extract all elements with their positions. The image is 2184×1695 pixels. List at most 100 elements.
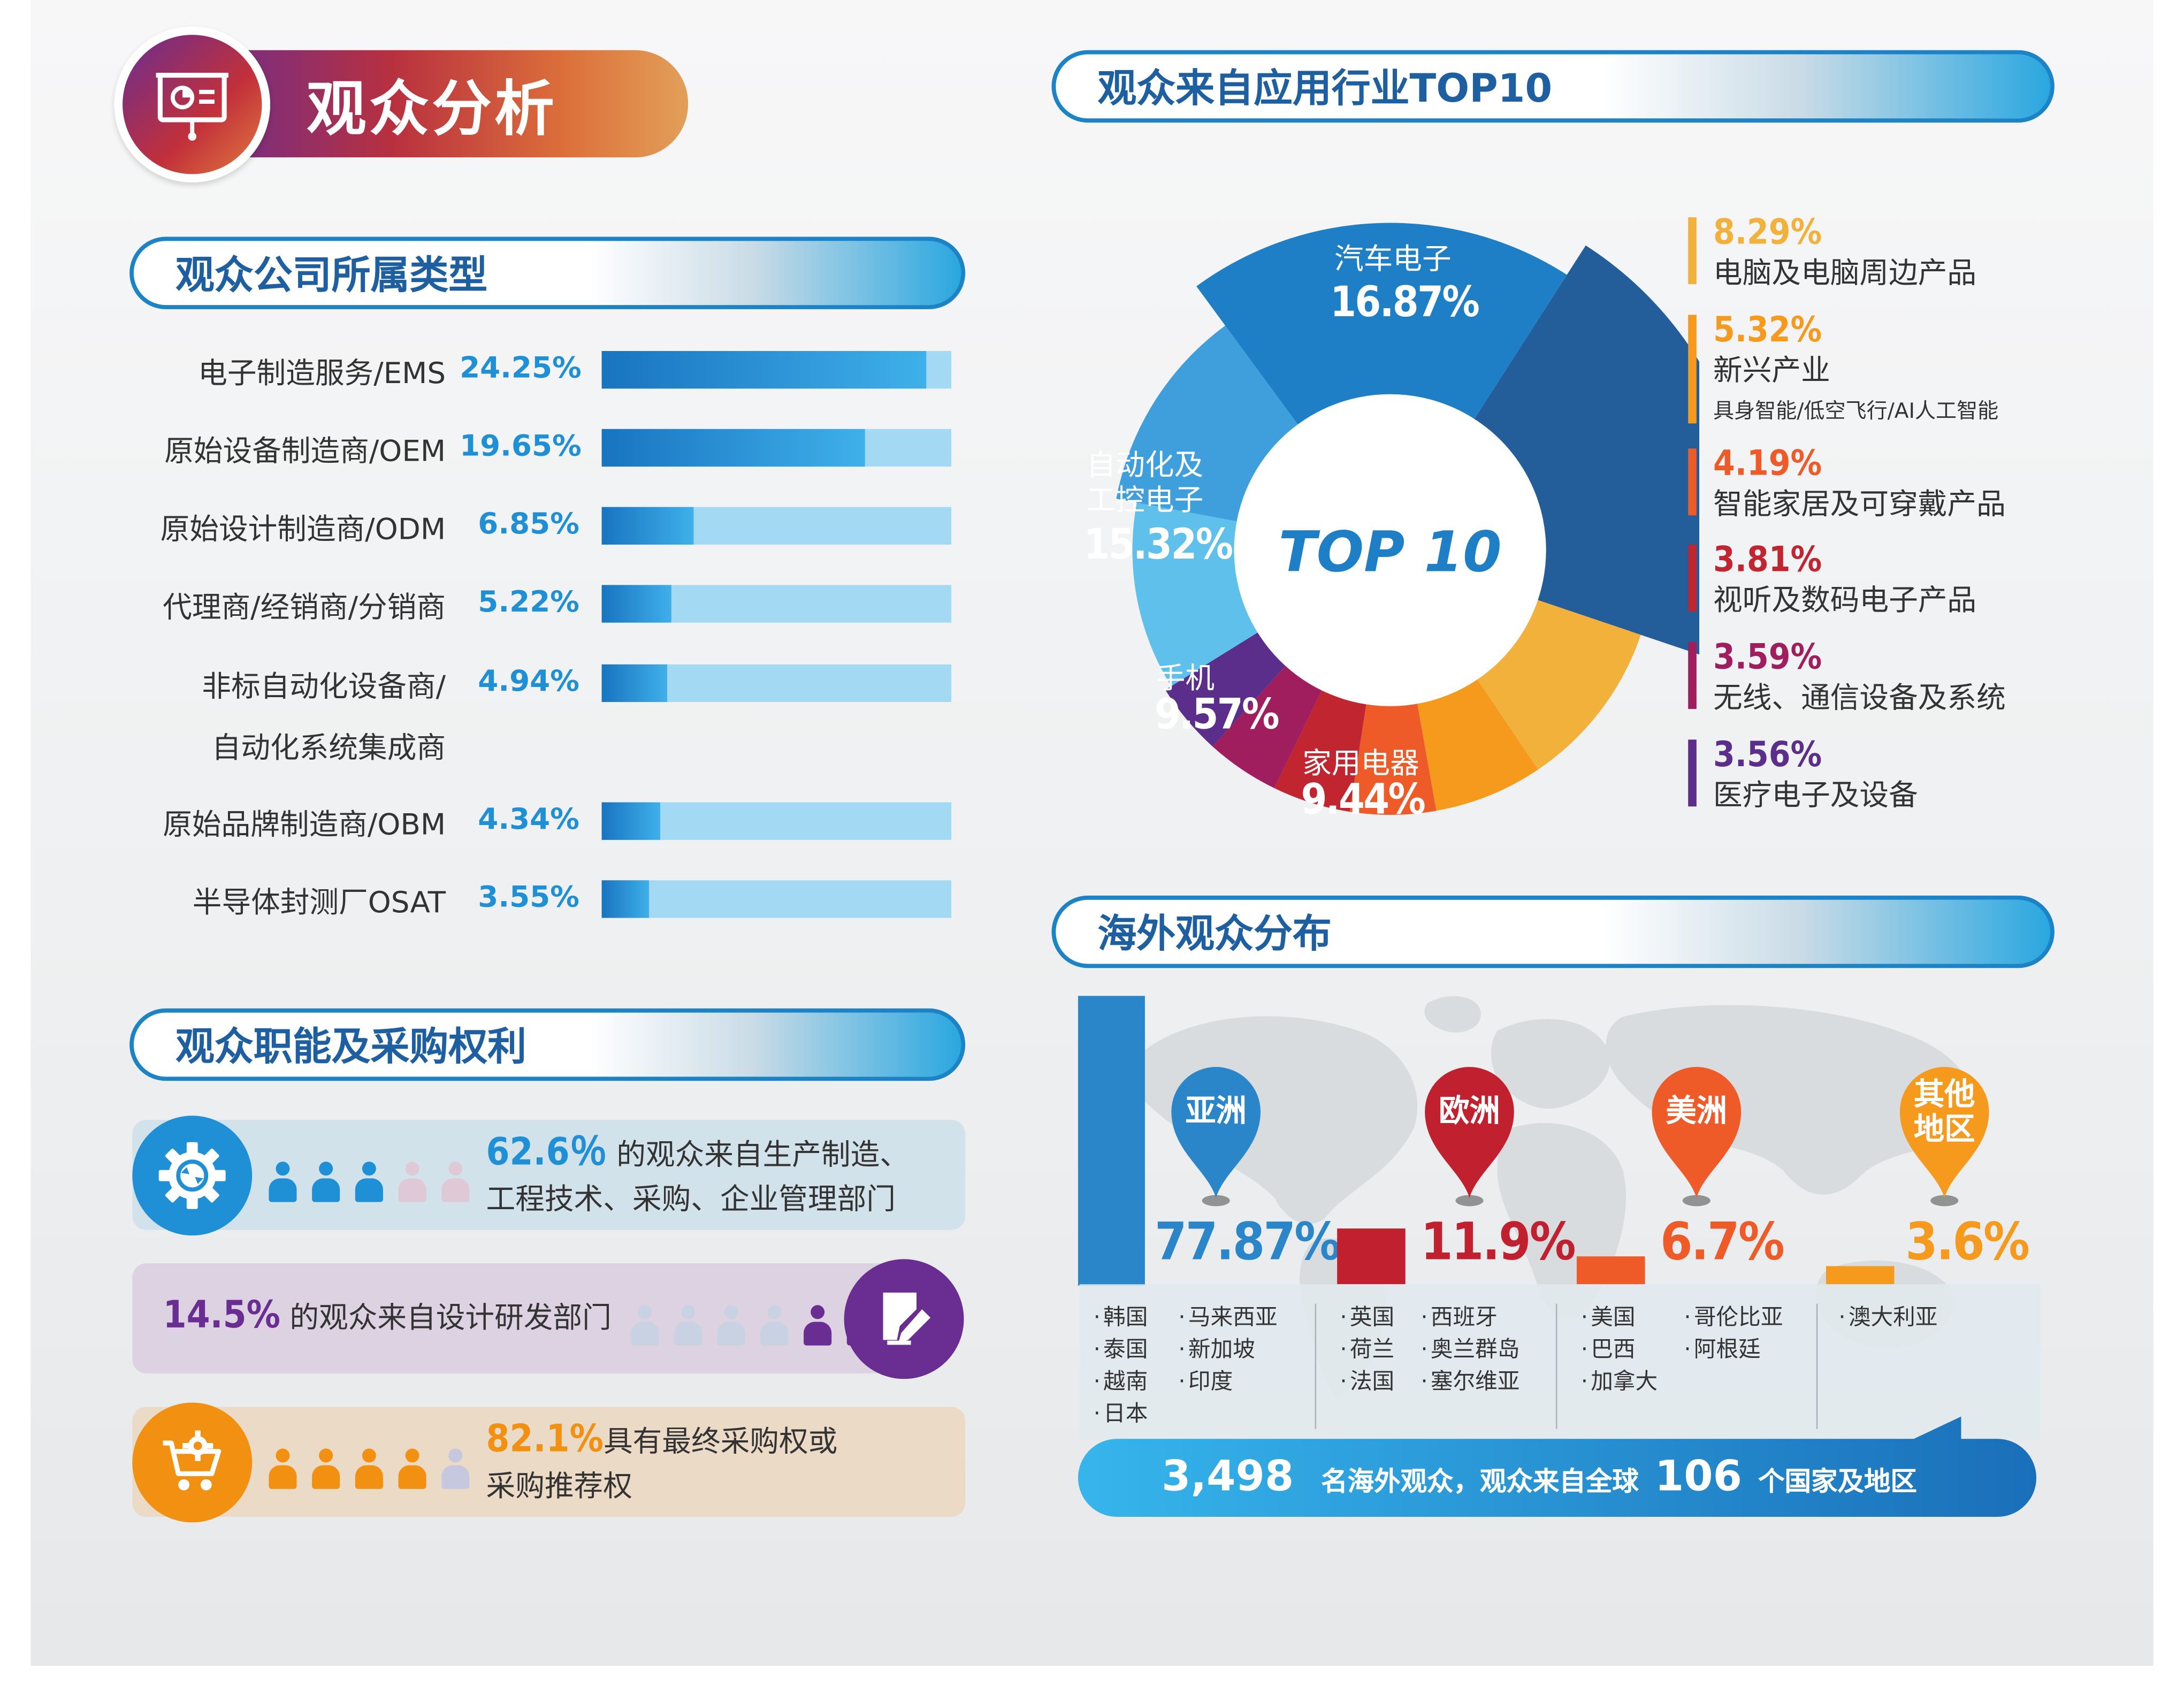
bar-value-label: 5.22%	[478, 585, 579, 619]
legend-name: 电脑及电脑周边产品	[1713, 256, 1977, 290]
inner-label-name: 自动化及	[1086, 448, 1204, 482]
region-pin: 亚洲	[1166, 1059, 1266, 1212]
pie-slice	[1132, 502, 1260, 686]
pie-slice	[1349, 701, 1437, 815]
person-icon	[759, 1305, 790, 1347]
legend-swatch	[1688, 315, 1697, 424]
person-icon	[803, 1305, 833, 1347]
bar-category-label: 原始品牌制造商/OBM	[163, 807, 446, 842]
industry-pie-chart: TOP 10	[1116, 223, 1700, 815]
function-text-production: 62.6％ 的观众来自生产制造、 工程技术、采购、企业管理部门	[486, 1131, 909, 1221]
pie-center	[1234, 394, 1546, 706]
region-pin: 其他 地区	[1894, 1059, 1994, 1212]
country-name: 西班牙	[1421, 1301, 1519, 1333]
country-name: 新加坡	[1178, 1333, 1277, 1365]
person-icon	[311, 1448, 341, 1490]
function-header: 观众职能及采购权利	[129, 1008, 966, 1081]
column-divider	[1315, 1303, 1317, 1429]
region-bar	[1576, 1256, 1645, 1285]
summary-text: 名海外观众，观众来自全球	[1321, 1467, 1639, 1498]
pie-slice	[1165, 631, 1288, 747]
pie-slice	[1472, 245, 1700, 655]
function-line: 工程技术、采购、企业管理部门	[486, 1182, 896, 1216]
bar-category-label: 非标自动化设备商/	[202, 670, 446, 704]
overseas-summary: 3,498 名海外观众，观众来自全球 106 个国家及地区	[1162, 1453, 1917, 1501]
country-name: 巴西	[1581, 1333, 1658, 1365]
inner-label-name: 汽车电子	[1334, 242, 1452, 276]
legend-swatch	[1688, 448, 1697, 516]
bar-category-label: 自动化系统集成商	[211, 731, 446, 765]
region-name: 其他 地区	[1913, 1078, 1975, 1148]
function-pct: 14.5%	[163, 1294, 280, 1338]
legend-pct: 3.56%	[1713, 734, 1822, 775]
country-name: 法国	[1340, 1365, 1394, 1397]
country-count: 106	[1654, 1453, 1742, 1502]
bar-category-label: 原始设备制造商/OEM	[164, 434, 446, 468]
function-line: 采购推荐权	[486, 1469, 632, 1503]
header-icon-circle	[123, 35, 262, 174]
bar-category-label: 代理商/经销商/分销商	[163, 590, 446, 624]
inner-label-name: 工控电子	[1086, 483, 1204, 517]
bar-fill	[601, 802, 660, 840]
function-text-purchasing: 82.1%具有最终采购权或 采购推荐权	[486, 1418, 838, 1508]
country-name: 日本	[1094, 1397, 1148, 1429]
people-icons	[268, 1162, 471, 1203]
header-banner	[195, 50, 689, 158]
country-name: 哥伦比亚	[1684, 1301, 1783, 1333]
pie-center-label: TOP 10	[1279, 519, 1502, 584]
visitor-count: 3,498	[1162, 1453, 1294, 1502]
legend-swatch	[1688, 217, 1697, 285]
country-name: 韩国	[1094, 1301, 1148, 1333]
company-type-title: 观众公司所属类型	[175, 252, 488, 299]
region-bar	[1337, 1228, 1406, 1285]
country-list: 西班牙奥兰群岛塞尔维亚	[1421, 1301, 1520, 1397]
pie-slice	[1212, 663, 1323, 789]
legend-name: 智能家居及可穿戴产品	[1713, 487, 2006, 521]
person-icon	[397, 1162, 427, 1203]
function-line: 的观众来自生产制造、	[607, 1137, 909, 1172]
region-pin: 美洲	[1646, 1059, 1746, 1212]
country-name: 澳大利亚	[1838, 1301, 1938, 1333]
bar-fill	[601, 880, 650, 918]
bar-track	[601, 880, 952, 918]
function-line: 具有最终采购权或	[603, 1425, 838, 1459]
country-name: 越南	[1094, 1365, 1148, 1397]
person-icon	[630, 1305, 660, 1347]
pie-slice	[1476, 599, 1641, 770]
bar-track	[601, 351, 952, 389]
map-pin-icon	[1899, 1067, 1989, 1207]
inner-label-pct: 15.32%	[1083, 521, 1233, 570]
bar-category-label: 原始设计制造商/ODM	[160, 513, 446, 546]
people-icons	[630, 1305, 876, 1347]
country-name: 塞尔维亚	[1421, 1365, 1520, 1397]
company-type-header: 观众公司所属类型	[129, 236, 966, 309]
presentation-chart-icon	[156, 73, 228, 141]
person-icon	[673, 1305, 703, 1347]
bar-track	[601, 802, 952, 840]
legend-swatch	[1688, 544, 1697, 612]
function-title: 观众职能及采购权利	[175, 1024, 527, 1070]
legend-pct: 3.59%	[1713, 636, 1822, 677]
bar-fill	[601, 429, 865, 467]
bar-value-label: 4.94%	[478, 664, 579, 698]
legend-swatch	[1688, 642, 1697, 709]
inner-label-pct: 9.44%	[1301, 776, 1425, 825]
bar-value-label: 19.65%	[460, 429, 582, 463]
country-name: 奥兰群岛	[1421, 1333, 1520, 1365]
bar-value-label: 4.34%	[478, 802, 579, 836]
legend-pct: 3.81%	[1713, 539, 1822, 579]
shopping-cart-gear-icon	[163, 1430, 222, 1491]
map-pin-icon	[1425, 1067, 1514, 1207]
overseas-header: 海外观众分布	[1051, 895, 2055, 968]
legend-pct: 4.19%	[1713, 442, 1822, 484]
person-icon	[268, 1448, 298, 1490]
bar-fill	[601, 585, 672, 623]
bar-fill	[601, 664, 668, 703]
bar-category-label: 电子制造服务/EMS	[198, 356, 446, 390]
region-pct: 11.9%	[1421, 1211, 1576, 1272]
country-name: 英国	[1340, 1301, 1394, 1333]
bar-track	[601, 585, 952, 623]
inner-label-pct: 9.57%	[1155, 691, 1279, 740]
summary-text: 个国家及地区	[1758, 1467, 1917, 1498]
country-name: 加拿大	[1581, 1365, 1658, 1397]
